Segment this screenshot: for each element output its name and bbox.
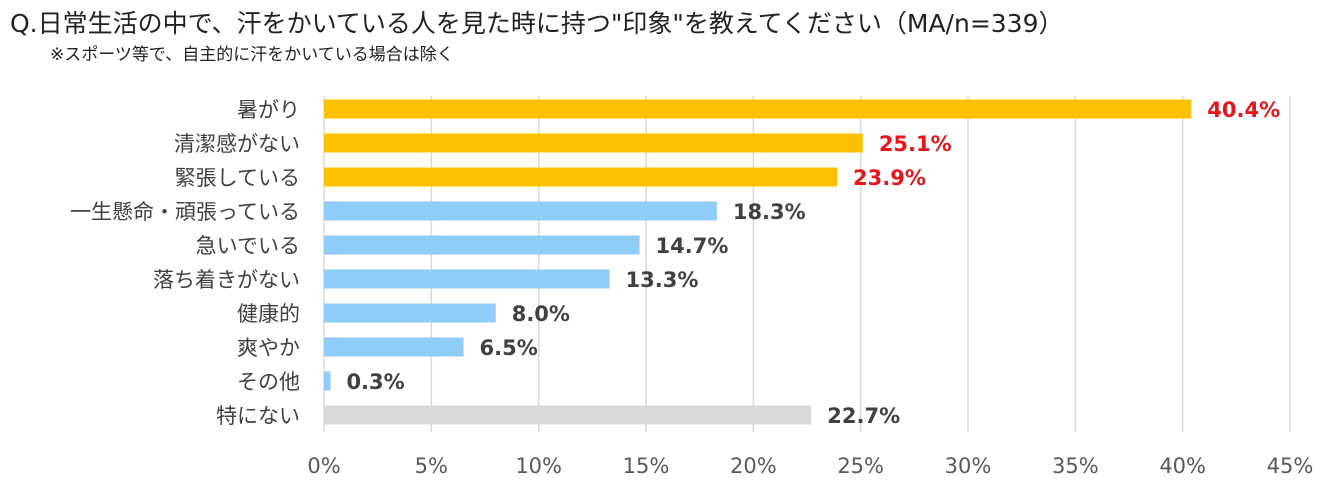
x-tick-label: 40%: [1159, 454, 1206, 478]
bar: [324, 167, 838, 187]
data-label: 13.3%: [626, 268, 699, 292]
category-label: その他: [237, 370, 300, 394]
data-label: 23.9%: [853, 166, 926, 190]
data-label: 14.7%: [656, 234, 729, 258]
category-label: 一生懸命・頑張っている: [70, 200, 300, 224]
bar: [324, 269, 610, 289]
x-tick-label: 30%: [945, 454, 992, 478]
bar: [324, 133, 863, 153]
data-label: 18.3%: [733, 200, 806, 224]
bar: [324, 235, 640, 255]
bar: [324, 201, 717, 221]
x-tick-label: 15%: [623, 454, 670, 478]
chart-subtitle: ※スポーツ等で、自主的に汗をかいている場合は除く: [50, 45, 454, 65]
category-label: 暑がり: [237, 98, 300, 122]
category-label: 特にない: [216, 404, 300, 428]
x-tick-label: 5%: [415, 454, 448, 478]
category-label: 急いでいる: [196, 234, 300, 258]
category-label: 爽やか: [237, 336, 300, 360]
data-label: 8.0%: [512, 302, 570, 326]
category-label: 緊張している: [175, 166, 300, 190]
data-label: 6.5%: [480, 336, 538, 360]
x-tick-label: 45%: [1267, 454, 1314, 478]
x-tick-label: 10%: [515, 454, 562, 478]
chart-title: Q.日常生活の中で、汗をかいている人を見た時に持つ"印象"を教えてください（MA…: [10, 9, 1064, 38]
bar: [324, 303, 496, 323]
bar: [324, 371, 331, 391]
x-tick-label: 20%: [730, 454, 777, 478]
bar: [324, 99, 1192, 119]
data-label: 22.7%: [827, 404, 900, 428]
bar: [324, 405, 812, 425]
bar: [324, 337, 464, 357]
x-tick-label: 25%: [837, 454, 884, 478]
data-label: 25.1%: [879, 132, 952, 156]
data-label: 40.4%: [1207, 98, 1280, 122]
x-tick-label: 35%: [1052, 454, 1099, 478]
data-label: 0.3%: [346, 370, 404, 394]
category-label: 清潔感がない: [174, 132, 300, 156]
category-label: 健康的: [237, 302, 300, 326]
category-label: 落ち着きがない: [153, 268, 300, 292]
x-tick-label: 0%: [307, 454, 340, 478]
